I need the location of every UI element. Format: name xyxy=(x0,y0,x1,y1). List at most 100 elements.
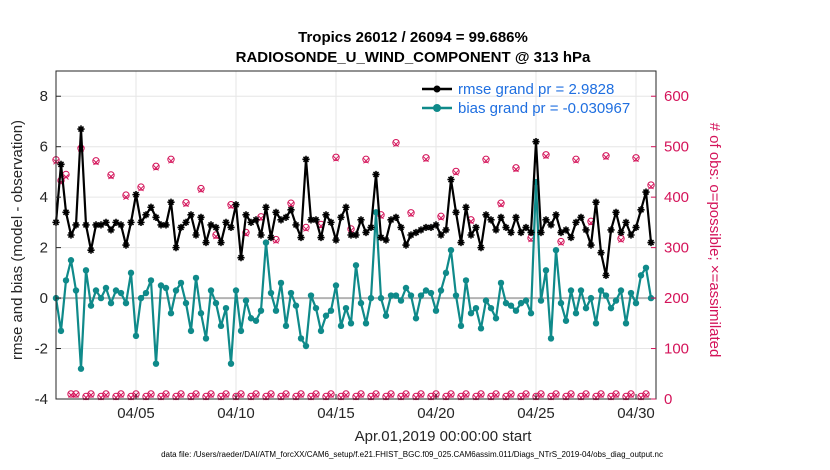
obs-assimilated-point xyxy=(408,211,414,218)
obs-assimilated-point xyxy=(208,392,214,398)
obs-assimilated-point xyxy=(73,392,79,398)
bias-point xyxy=(437,287,445,294)
rmse-point xyxy=(192,231,200,239)
obs-assimilated-point xyxy=(438,214,444,221)
rmse-point xyxy=(647,238,655,247)
obs-assimilated-point xyxy=(283,392,289,398)
bias-point xyxy=(387,292,395,299)
obs-assimilated-point xyxy=(553,392,559,398)
rmse-point xyxy=(207,221,215,229)
obs-assimilated-point xyxy=(118,392,124,398)
obs-assimilated-point xyxy=(168,157,174,164)
rmse-point xyxy=(267,233,275,242)
rmse-point xyxy=(212,223,220,232)
obs-possible-point xyxy=(372,390,380,398)
bias-point xyxy=(367,294,375,302)
rmse-point xyxy=(517,228,525,237)
right-y-axis-ticks: 0 100 200 300 400 500 600 xyxy=(651,88,689,408)
plot-axes-box xyxy=(55,70,657,400)
obs-possible-point xyxy=(597,390,605,398)
rmse-point xyxy=(227,223,235,232)
rmse-point xyxy=(402,241,410,249)
bias-point xyxy=(592,320,600,327)
bias-point xyxy=(317,327,325,335)
rmse-point xyxy=(407,231,415,239)
obs-assimilated-point xyxy=(273,238,279,244)
bias-point xyxy=(272,307,280,314)
rmse-point xyxy=(232,201,240,209)
bias-point xyxy=(62,277,70,284)
rmse-point xyxy=(152,213,160,221)
bias-point xyxy=(562,317,570,324)
bias-point xyxy=(477,325,485,332)
obs-possible-point xyxy=(177,390,185,398)
rmse-point xyxy=(602,271,610,279)
obs-possible-point xyxy=(362,155,370,164)
bias-point xyxy=(287,289,295,297)
bias-point xyxy=(267,289,275,297)
obs-possible-point xyxy=(147,390,155,398)
rmse-point xyxy=(452,208,460,216)
rmse-point xyxy=(612,208,620,216)
x-tick-label-1: 04/10 xyxy=(217,405,255,422)
rmse-point xyxy=(492,226,500,234)
obs-possible-point xyxy=(162,390,170,398)
obs-assimilated-point xyxy=(568,392,574,398)
rmse-point xyxy=(472,223,480,232)
rmse-point xyxy=(477,244,485,252)
bias-point xyxy=(417,292,425,299)
rmse-point xyxy=(172,244,180,252)
bias-point xyxy=(487,304,495,312)
rmse-point xyxy=(257,231,265,239)
legend-rmse-label: rmse grand pr = 2.9828 xyxy=(458,81,614,98)
rmse-point xyxy=(497,213,505,221)
obs-assimilated-point xyxy=(153,165,159,171)
obs-assimilated-point xyxy=(163,392,169,398)
bias-point xyxy=(67,257,75,264)
y-tick-label-4: 4 xyxy=(40,189,48,206)
obs-assimilated-point xyxy=(573,157,579,164)
bias-point xyxy=(172,287,180,294)
obs-possible-point xyxy=(357,390,365,398)
rmse-point xyxy=(272,208,280,216)
rmse-point xyxy=(432,221,440,229)
bias-point xyxy=(557,299,565,307)
obs-possible-point xyxy=(512,164,520,172)
bias-point xyxy=(357,299,365,307)
obs-possible-point xyxy=(302,223,310,232)
bias-point xyxy=(462,277,470,284)
bias-point xyxy=(432,307,440,314)
bias-point xyxy=(262,239,270,246)
obs-assimilated-point xyxy=(508,392,514,398)
obs-assimilated-point xyxy=(313,392,319,398)
y-axis-label: rmse and bias (model - observation) xyxy=(9,120,26,360)
obs-possible-point xyxy=(402,390,410,398)
bias-point xyxy=(237,327,245,335)
y-tick-label-3: 2 xyxy=(40,240,48,257)
bias-point xyxy=(507,302,515,309)
bias-point xyxy=(97,294,105,302)
bias-point xyxy=(497,279,505,287)
bias-point xyxy=(257,307,265,314)
obs-possible-point xyxy=(182,199,190,207)
obs-assimilated-point xyxy=(343,392,349,398)
y-tick-label-5: 6 xyxy=(40,139,48,156)
legend-bias-marker xyxy=(433,104,441,112)
rmse-point xyxy=(237,254,245,262)
bias-point xyxy=(202,335,210,342)
obs-assimilated-point xyxy=(493,392,499,398)
right-y-tick-label-1: 100 xyxy=(664,341,689,358)
rmse-point xyxy=(487,216,495,224)
obs-possible-point xyxy=(197,184,205,193)
y-tick-label-2: 0 xyxy=(40,290,48,307)
bias-point xyxy=(302,342,310,350)
rmse-point xyxy=(617,228,625,237)
rmse-point xyxy=(372,170,380,179)
rmse-point xyxy=(122,241,130,249)
obs-assimilated-point xyxy=(123,194,129,201)
obs-possible-point xyxy=(92,157,100,165)
obs-assimilated-point xyxy=(268,392,274,398)
rmse-point xyxy=(107,226,115,234)
obs-possible-point xyxy=(452,167,460,176)
x-tick-label-4: 04/25 xyxy=(517,405,555,422)
